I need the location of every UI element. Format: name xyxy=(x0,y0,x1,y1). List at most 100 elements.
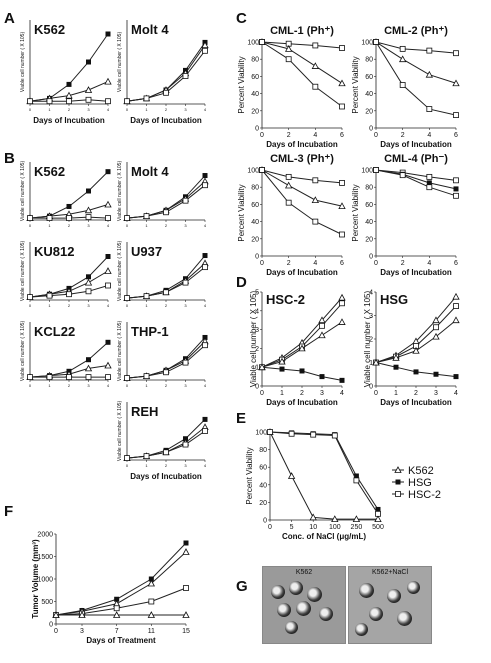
data-point-d1 xyxy=(318,316,326,324)
data-point-c4 xyxy=(373,167,379,173)
y-axis-label-f: Tumor Volume (mm³) xyxy=(31,539,40,619)
data-point-b1 xyxy=(46,215,53,221)
data-point-d1 xyxy=(338,318,346,325)
x-axis-label-d1: Days of Incubation xyxy=(266,398,338,407)
x-tick-label-a2: 2 xyxy=(165,107,168,112)
y-tick-label-c2: 0 xyxy=(369,126,373,133)
data-point-b2 xyxy=(143,213,150,220)
panel-label-a: A xyxy=(4,10,15,27)
data-point-e xyxy=(353,473,359,479)
data-point-c2 xyxy=(398,55,407,63)
micrograph-nacl: K562+NaCl xyxy=(348,566,432,644)
data-point-a1 xyxy=(65,91,73,99)
x-tick-label-d2: 0 xyxy=(374,390,378,397)
y-tick-label-c1: 40 xyxy=(251,91,259,98)
data-point-d1 xyxy=(279,366,285,372)
x-tick-label-c1: 6 xyxy=(340,132,344,139)
data-point-d2 xyxy=(372,358,380,366)
data-point-b6 xyxy=(202,334,208,340)
data-point-f xyxy=(148,576,154,582)
y-tick-label-c4: 40 xyxy=(365,219,373,226)
y-tick-label-c1: 0 xyxy=(255,126,259,133)
x-tick-label-b4: 3 xyxy=(184,303,187,308)
data-point-b4 xyxy=(202,264,208,271)
y-tick-label-d1: 2 xyxy=(255,346,259,353)
data-point-d1 xyxy=(338,293,346,301)
data-point-c2 xyxy=(425,70,434,78)
data-point-b7 xyxy=(143,453,150,460)
series-line-c4 xyxy=(375,169,457,197)
series-line-c3 xyxy=(261,169,343,207)
chart-title-c3: CML-3 (Ph⁺) xyxy=(270,153,334,165)
data-point-c1 xyxy=(311,62,320,69)
x-axis-label-a1: Days of Incubation xyxy=(33,116,105,125)
series-line-c1 xyxy=(261,41,343,49)
data-point-b3 xyxy=(104,267,112,274)
data-point-b6 xyxy=(182,359,189,366)
y-axis-label-d1: Viable cell number ( X 105) xyxy=(249,290,258,387)
data-point-d2 xyxy=(432,332,440,340)
x-tick-label-c3: 0 xyxy=(260,260,264,267)
x-tick-label-b4: 0 xyxy=(126,303,129,308)
data-point-b3 xyxy=(84,278,93,286)
data-point-c4 xyxy=(426,173,433,180)
data-point-d1 xyxy=(278,357,286,365)
data-point-c1 xyxy=(284,45,293,52)
x-tick-label-b6: 2 xyxy=(165,383,168,388)
x-tick-label-b6: 3 xyxy=(184,383,187,388)
data-point-d2 xyxy=(433,371,439,377)
chart-title-b5: KCL22 xyxy=(34,324,75,339)
y-axis-label-d2: Viable cell number ( X 105) xyxy=(363,290,372,387)
chart-title-b3: KU812 xyxy=(34,244,74,259)
data-point-b1 xyxy=(84,206,93,214)
x-tick-label-b5: 2 xyxy=(68,383,71,388)
y-tick-label-f: 1500 xyxy=(37,554,53,561)
data-point-b7 xyxy=(163,449,169,456)
data-point-e xyxy=(374,515,382,523)
x-tick-label-c4: 6 xyxy=(454,260,458,267)
x-tick-label-b4: 2 xyxy=(165,303,168,308)
series-line-c4 xyxy=(375,169,457,190)
data-point-b5 xyxy=(84,364,93,372)
y-tick-label-c3: 20 xyxy=(251,236,259,243)
data-point-d1 xyxy=(339,300,345,307)
cell-image xyxy=(369,607,383,621)
x-tick-label-b3: 4 xyxy=(107,303,110,308)
data-point-c2 xyxy=(426,47,433,54)
data-point-b6 xyxy=(202,342,208,349)
data-point-a1 xyxy=(27,98,33,105)
micrograph-control-caption: K562 xyxy=(295,569,313,576)
legend-marker-hsg xyxy=(395,479,401,485)
cell-image xyxy=(277,603,291,617)
x-tick-label-b1: 1 xyxy=(48,223,51,228)
data-point-b6 xyxy=(163,369,169,376)
x-tick-label-f: 11 xyxy=(148,628,155,635)
x-tick-label-b5: 4 xyxy=(107,383,110,388)
data-point-d2 xyxy=(432,316,440,324)
y-tick-label-d1: 5 xyxy=(255,290,259,297)
x-tick-label-e: 500 xyxy=(372,524,384,531)
chart-title-d1: HSC-2 xyxy=(266,292,305,307)
data-point-c2 xyxy=(399,82,406,88)
data-point-b6 xyxy=(124,375,130,381)
data-point-b3 xyxy=(105,282,111,289)
series-line-f xyxy=(55,551,187,616)
data-point-b7 xyxy=(182,441,189,448)
data-point-b1 xyxy=(66,215,72,221)
x-axis-label-c1: Days of Incubation xyxy=(266,140,338,149)
x-tick-label-b6: 1 xyxy=(145,383,148,388)
data-point-b6 xyxy=(143,373,150,380)
data-point-c2 xyxy=(426,106,433,112)
chart-title-b4: U937 xyxy=(131,244,162,259)
data-point-e xyxy=(331,432,338,439)
data-point-b5 xyxy=(66,374,72,381)
chart-title-b2: Molt 4 xyxy=(131,164,169,179)
x-tick-label-c3: 2 xyxy=(287,260,291,267)
x-tick-label-a1: 1 xyxy=(48,107,51,112)
data-point-c4 xyxy=(453,186,459,192)
panel-label-e: E xyxy=(236,410,247,427)
y-tick-label-c2: 40 xyxy=(365,91,373,98)
x-tick-label-c2: 2 xyxy=(401,132,405,139)
x-tick-label-b1: 3 xyxy=(87,223,90,228)
data-point-d1 xyxy=(319,374,325,380)
